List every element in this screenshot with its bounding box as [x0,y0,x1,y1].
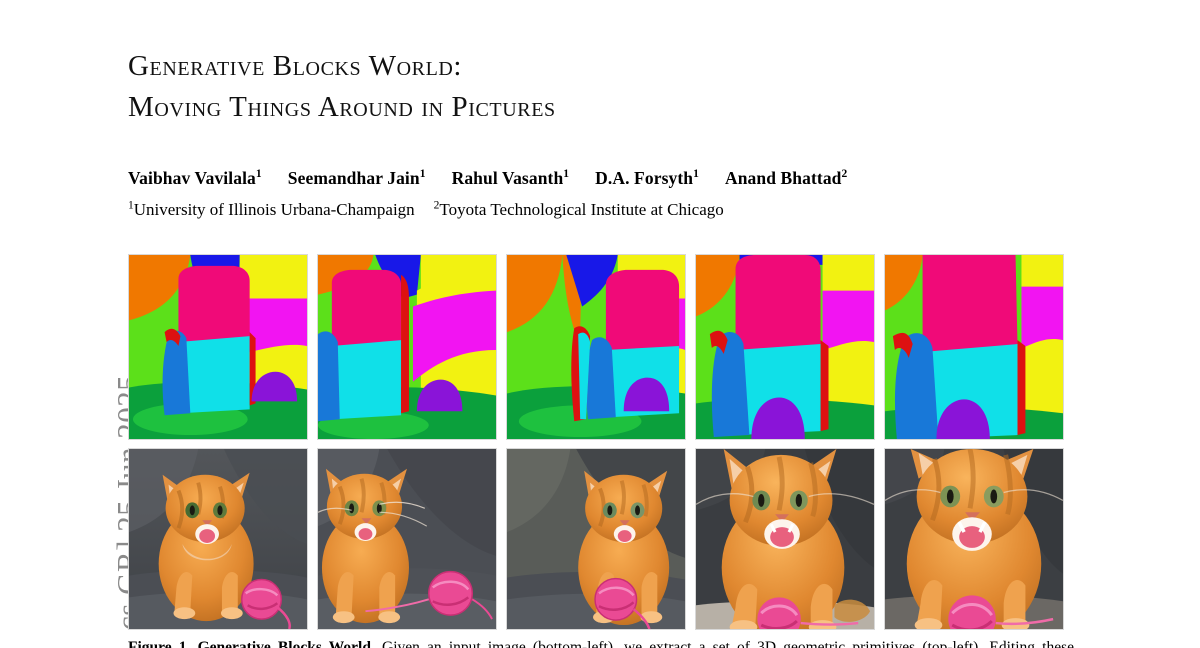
affiliation-2-marker: 2 [433,199,440,212]
author-4-affiliation-marker: 1 [693,168,699,181]
figure-1 [128,254,1074,630]
figure-row-primitive-renders [128,254,1074,440]
figure-caption: Figure 1. Generative Blocks World. Given… [128,638,1074,648]
page-title-line-2: Moving Things Around in Pictures [128,91,556,124]
generated-image-original[interactable] [128,448,308,630]
primitive-render-edit-3[interactable] [695,254,875,440]
affiliation-1-name: University of Illinois Urbana-Champaign [133,200,415,220]
author-2: Seemandhar Jain1 [288,168,426,188]
author-1-name: Vaibhav Vavilala [128,168,256,189]
page-title-line-1: Generative Blocks World: [128,50,463,82]
arxiv-stamp: cs.GR] 25 Jun 2025 [0,0,145,648]
figure-row-generated-images [128,448,1074,630]
affiliation-1-marker: 1 [128,199,134,212]
generated-image-edit-1[interactable] [317,448,497,630]
page-title: Generative Blocks World: Moving Things A… [128,0,1074,128]
primitive-render-edit-2[interactable] [506,254,686,440]
author-5-affiliation-marker: 2 [841,168,848,181]
author-3-affiliation-marker: 1 [563,168,570,181]
affiliation-2-name: Toyota Technological Institute at Chicag… [439,200,724,220]
author-3-name: Rahul Vasanth [451,168,564,189]
author-5-name: Anand Bhattad [724,168,842,189]
generated-image-edit-4[interactable] [884,448,1064,630]
author-5: Anand Bhattad2 [725,168,847,188]
author-4-name: D.A. Forsyth [595,168,694,189]
figure-caption-label: Figure 1. [128,639,191,648]
figure-caption-bold: Generative Blocks World. [197,639,375,648]
paper-content: Generative Blocks World: Moving Things A… [128,0,1074,648]
affiliation-2: 2Toyota Technological Institute at Chica… [434,200,724,219]
figure-caption-text: Given an input image (bottom-left), we e… [382,639,1074,648]
author-1: Vaibhav Vavilala1 [128,168,262,188]
affiliation-list: 1University of Illinois Urbana-Champaign… [128,200,1074,220]
primitive-render-edit-4[interactable] [884,254,1064,440]
generated-image-edit-2[interactable] [506,448,686,630]
affiliation-1: 1University of Illinois Urbana-Champaign [128,200,415,219]
author-3: Rahul Vasanth1 [452,168,570,188]
author-4: D.A. Forsyth1 [595,168,699,188]
primitive-render-edit-1[interactable] [317,254,497,440]
author-1-affiliation-marker: 1 [255,168,262,181]
primitive-render-original[interactable] [128,254,308,440]
generated-image-edit-3[interactable] [695,448,875,630]
author-2-name: Seemandhar Jain [287,168,420,189]
author-list: Vaibhav Vavilala1 Seemandhar Jain1 Rahul V… [128,168,1074,189]
author-2-affiliation-marker: 1 [419,168,426,181]
